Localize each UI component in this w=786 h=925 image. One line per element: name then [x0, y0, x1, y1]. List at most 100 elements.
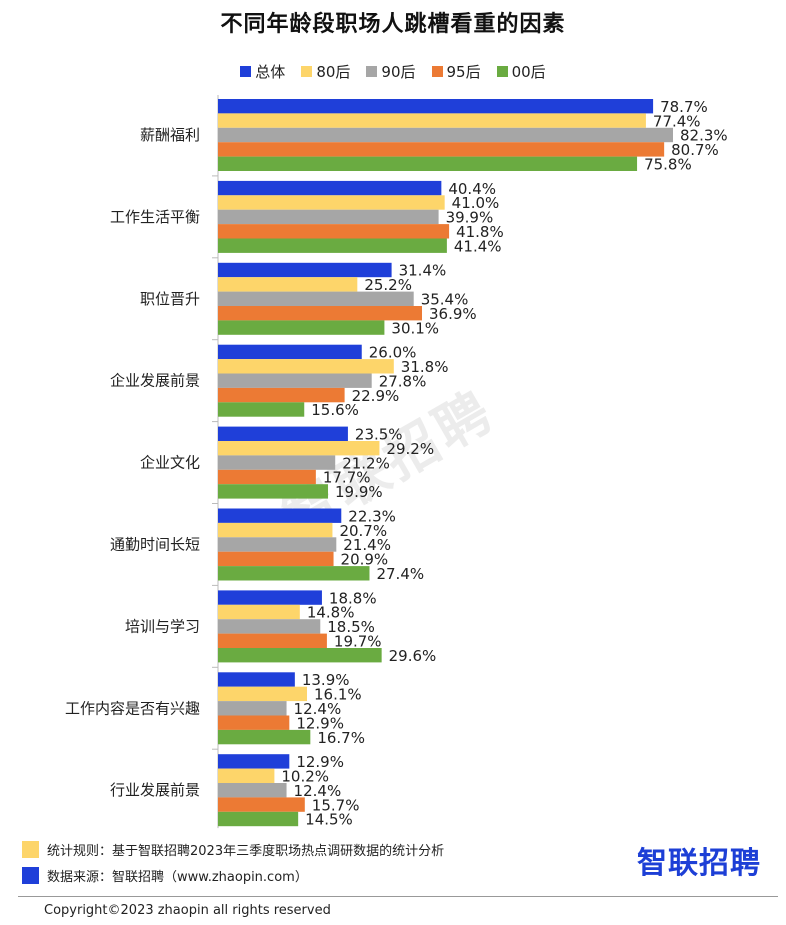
bar — [218, 701, 287, 716]
data-label: 27.4% — [376, 565, 424, 583]
data-label: 22.9% — [352, 387, 400, 405]
data-label: 12.4% — [294, 700, 342, 718]
legend-item: 80后 — [301, 61, 350, 82]
legend-swatch — [301, 66, 313, 77]
data-label: 21.4% — [343, 536, 391, 554]
data-label: 14.8% — [307, 604, 355, 622]
data-label: 39.9% — [446, 209, 494, 227]
bar — [218, 768, 275, 783]
bar — [218, 127, 673, 143]
data-label: 18.8% — [329, 589, 377, 607]
legend-swatch — [496, 66, 508, 77]
data-label: 31.8% — [401, 358, 449, 376]
bar — [218, 672, 295, 687]
bar — [218, 686, 308, 702]
chart-legend: 总体 80后 90后 95后 00后 — [0, 61, 786, 82]
bar — [218, 359, 394, 374]
bar — [218, 715, 290, 730]
bar — [218, 811, 299, 827]
data-label: 14.5% — [305, 811, 353, 829]
chart-title: 不同年龄段职场人跳槽看重的因素 — [220, 12, 566, 37]
bar — [218, 455, 336, 470]
data-label: 29.6% — [389, 647, 437, 665]
bar — [218, 604, 300, 620]
note-source: 数据来源：智联招聘（www.zhaopin.com） — [22, 866, 308, 885]
legend-label: 90后 — [381, 63, 416, 81]
data-label: 10.2% — [281, 768, 329, 786]
data-label: 13.9% — [302, 671, 350, 689]
bar — [218, 402, 305, 417]
data-label: 17.7% — [323, 469, 371, 487]
bar — [218, 537, 337, 552]
bar — [218, 566, 370, 581]
bar — [218, 484, 329, 499]
bar — [218, 113, 646, 128]
bar — [218, 783, 287, 798]
note-text: 数据来源：智联招聘（www.zhaopin.com） — [47, 870, 308, 885]
bar — [218, 426, 348, 441]
data-label: 20.9% — [341, 551, 389, 569]
bar — [218, 142, 665, 157]
category-label: 培训与学习 — [125, 617, 200, 635]
bar — [218, 441, 380, 456]
category-label: 通勤时间长短 — [110, 536, 200, 554]
legend-label: 00后 — [511, 63, 546, 81]
data-label: 19.9% — [335, 483, 383, 501]
data-label: 19.7% — [334, 633, 382, 651]
bar — [218, 648, 382, 663]
data-label: 15.6% — [311, 401, 359, 419]
brand-logo: 智联招聘 — [637, 846, 761, 881]
data-label: 27.8% — [379, 372, 427, 390]
data-label: 22.3% — [348, 507, 396, 525]
bar — [218, 797, 305, 812]
category-label: 职位晋升 — [140, 290, 200, 308]
bar — [218, 754, 290, 769]
data-label: 41.0% — [452, 194, 500, 212]
data-label: 41.4% — [454, 237, 502, 255]
note-swatch — [22, 867, 39, 884]
data-label: 82.3% — [680, 127, 728, 145]
bar — [218, 209, 439, 225]
bar — [218, 277, 358, 292]
category-label: 工作生活平衡 — [110, 208, 200, 226]
bar — [218, 729, 311, 745]
data-label: 41.8% — [456, 223, 504, 241]
bar — [218, 291, 414, 306]
data-label: 12.4% — [294, 782, 342, 800]
data-label: 40.4% — [448, 180, 496, 198]
data-label: 35.4% — [421, 291, 469, 309]
legend-label: 总体 — [255, 63, 286, 81]
data-label: 12.9% — [296, 714, 344, 732]
bar — [218, 180, 442, 196]
bar — [218, 99, 654, 114]
data-label: 25.2% — [364, 276, 412, 294]
bar — [218, 320, 385, 335]
legend-swatch — [431, 66, 443, 77]
data-label: 36.9% — [429, 305, 477, 323]
bar — [218, 469, 316, 485]
copyright: Copyright©2023 zhaopin all rights reserv… — [44, 903, 331, 918]
data-label: 16.7% — [317, 729, 365, 747]
bar — [218, 262, 392, 278]
data-label: 77.4% — [653, 112, 701, 130]
legend-label: 95后 — [446, 63, 481, 81]
note-rule: 统计规则：基于智联招聘2023年三季度职场热点调研数据的统计分析 — [22, 840, 444, 859]
category-label: 企业文化 — [140, 454, 200, 472]
bar — [218, 387, 345, 403]
data-label: 21.2% — [342, 454, 390, 472]
bar — [218, 633, 327, 648]
footer-divider — [18, 896, 778, 897]
data-label: 15.7% — [312, 796, 360, 814]
bar — [218, 508, 342, 523]
legend-swatch — [366, 66, 378, 77]
category-label: 工作内容是否有兴趣 — [65, 699, 200, 717]
bar — [218, 590, 322, 605]
legend-item: 95后 — [431, 61, 481, 82]
bar — [218, 156, 638, 171]
legend-label: 80后 — [316, 63, 351, 81]
legend-item: 总体 — [240, 61, 285, 82]
data-label: 78.7% — [660, 98, 708, 116]
bar — [218, 551, 334, 567]
bar — [218, 522, 333, 538]
